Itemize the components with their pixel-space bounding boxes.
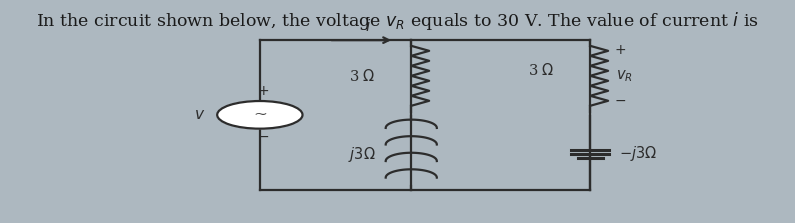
- Text: ~: ~: [253, 105, 267, 122]
- Text: +: +: [615, 43, 626, 58]
- Text: $-j3\Omega$: $-j3\Omega$: [619, 144, 657, 163]
- Text: 3 $\Omega$: 3 $\Omega$: [528, 62, 554, 78]
- Text: 3 $\Omega$: 3 $\Omega$: [349, 68, 375, 84]
- Text: $v$: $v$: [193, 108, 205, 122]
- Text: $i$: $i$: [365, 18, 371, 34]
- Text: −: −: [258, 130, 269, 144]
- Text: −: −: [615, 94, 626, 108]
- Text: In the circuit shown below, the voltage $v_R$ equals to 30 V. The value of curre: In the circuit shown below, the voltage …: [36, 10, 759, 32]
- Circle shape: [217, 101, 303, 129]
- Text: $j3\Omega$: $j3\Omega$: [348, 145, 375, 165]
- Text: $v_R$: $v_R$: [616, 68, 633, 84]
- Text: +: +: [258, 84, 269, 98]
